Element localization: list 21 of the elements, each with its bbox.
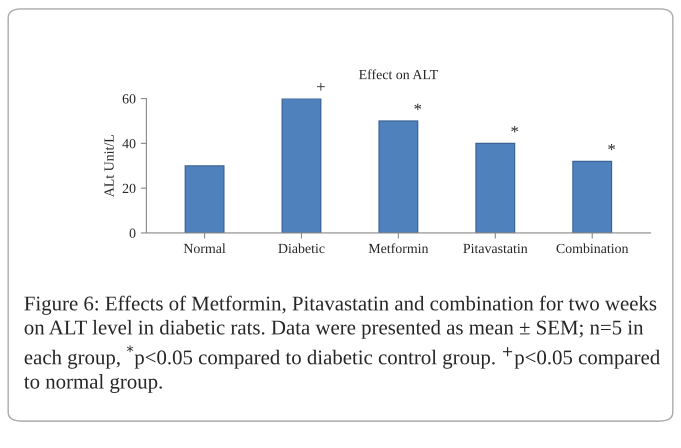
- chart-title: Effect on ALT: [359, 69, 438, 80]
- annotation: +: [316, 82, 325, 91]
- bar: [475, 142, 516, 233]
- bar: [184, 165, 224, 233]
- x-tick-label: Combination: [556, 243, 628, 254]
- y-tick-label: 40: [122, 138, 136, 148]
- x-tick-label: Diabetic: [278, 243, 325, 254]
- bar: [282, 98, 322, 233]
- annotation: *: [608, 144, 615, 150]
- y-tick-label: 60: [122, 94, 136, 104]
- bar: [378, 120, 418, 233]
- y-axis-title: ALt Unit/L: [104, 135, 114, 198]
- x-tick-label: Pitavastatin: [463, 244, 528, 254]
- x-tick-label: Metformin: [368, 243, 428, 254]
- annotation: *: [414, 104, 422, 110]
- annotation: *: [511, 126, 518, 132]
- y-tick-label: 20: [122, 184, 136, 194]
- y-tick-label: 0: [130, 228, 136, 238]
- x-tick-label: Normal: [184, 243, 226, 254]
- bar: [572, 160, 612, 233]
- text: Figure 6: Effects of Metformin, Pitavastatin and combination for two weeks on ALT level in diabetic rats. Data were presented as mean ± SEM; n=5 in each group, $^{*}$p<0.05 compared to diabetic control group. $^{+}$p<0.05 compared to normal group.: [24, 296, 660, 393]
